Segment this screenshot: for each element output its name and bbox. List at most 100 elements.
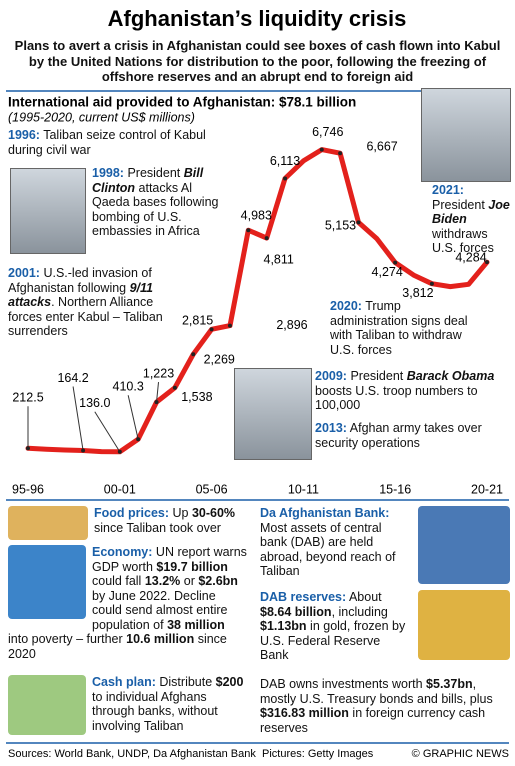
x-tick-label: 00-01 [104, 482, 136, 496]
x-tick-label: 95-96 [12, 482, 44, 496]
text-part: President [123, 166, 184, 180]
data-label: 2,896 [276, 318, 307, 332]
pictures: Pictures: Getty Images [262, 748, 374, 760]
panel: DAB reserves: About $8.64 billion, inclu… [260, 590, 510, 663]
text-part: in foreign currency cash reserves [260, 706, 486, 735]
data-label: 4,284 [455, 250, 486, 264]
title: Afghanistan’s liquidity crisis [108, 6, 407, 31]
panel: Da Afghanistan Bank: Most assets of cent… [260, 506, 510, 586]
data-label: 1,538 [181, 390, 212, 404]
annotation: 2001: U.S.-led invasion of Afghanistan f… [8, 266, 173, 339]
text-part: by June 2022. Decline could send almost … [92, 588, 228, 632]
data-line [25, 147, 490, 455]
data-label: 212.5 [12, 391, 43, 405]
data-label: 4,274 [372, 265, 403, 279]
text-part: $316.83 million [260, 706, 349, 720]
text-part: 10.6 million [126, 632, 195, 646]
text-part: Afghan army takes over security operatio… [315, 421, 482, 450]
data-label: 2,269 [204, 353, 235, 367]
chart-subtitle: (1995-2020, current US$ millions) [8, 110, 195, 124]
data-label: 164.2 [57, 371, 88, 385]
text-part: , including [331, 604, 388, 619]
data-point [172, 385, 177, 390]
panel: DAB owns investments worth $5.37bn, most… [260, 677, 510, 735]
x-tick-label: 05-06 [196, 482, 228, 496]
panel: Cash plan: Distribute $200 to individual… [8, 675, 248, 737]
text-part: Trump administration signs deal with Tal… [330, 299, 468, 357]
data-label: 410.3 [113, 380, 144, 394]
data-point [191, 352, 196, 357]
data-label: 6,113 [270, 154, 300, 168]
lead: 2021: [432, 183, 464, 197]
data-point [283, 176, 288, 181]
lead: Food prices: [94, 506, 170, 520]
text-part: U.S.-led invasion of Afghanistan followi… [8, 266, 152, 295]
lead: Da Afghanistan Bank: [260, 506, 390, 520]
data-point [154, 400, 159, 405]
text-part: $1.13bn [260, 619, 307, 633]
text-part: Up [169, 506, 192, 520]
text-part: About [346, 590, 382, 604]
data-point [393, 260, 398, 265]
text-part: 30-60% [191, 506, 236, 520]
text-part: Taliban seize control of Kabul during ci… [8, 128, 206, 157]
photo-biden [421, 88, 511, 182]
lead: Cash plan: [92, 675, 156, 689]
data-point [319, 147, 324, 152]
data-point [264, 236, 269, 241]
x-tick-label: 20-21 [471, 482, 503, 496]
panel: Food prices: Up 30-60% since Taliban too… [8, 506, 248, 542]
text-part: to individual Afghans through banks, wit… [92, 689, 218, 733]
data-point [227, 323, 232, 328]
leader-line [72, 386, 84, 451]
text-part: Most assets of central bank (DAB) are he… [260, 520, 396, 579]
icon [418, 506, 510, 584]
annotation: 1998: President Bill Clinton attacks Al … [92, 166, 232, 239]
lead: DAB reserves: [260, 590, 347, 604]
annotation: 2020: Trump administration signs deal wi… [330, 299, 480, 357]
text-part: withdraws U.S. forces [432, 226, 494, 256]
data-label: 136.0 [79, 396, 110, 410]
icon [418, 590, 510, 660]
annotation: 2021: President Joe Biden withdraws U.S.… [432, 183, 514, 256]
text-part: since Taliban took over [94, 520, 221, 535]
data-point [485, 260, 489, 265]
lead: 1996: [8, 128, 40, 142]
panel: Economy: UN report warns GDP worth $19.7… [8, 545, 248, 661]
text-part: 13.2% [144, 574, 181, 588]
annotation: 2013: Afghan army takes over security op… [315, 421, 505, 450]
data-label: 2,815 [182, 314, 213, 328]
data-label: 5,153 [325, 219, 356, 233]
data-label: 4,983 [241, 209, 272, 223]
data-point [209, 327, 214, 332]
data-point [136, 437, 141, 442]
annotation: 2009: President Barack Obama boosts U.S.… [315, 369, 505, 413]
text-part: in gold, frozen by U.S. Federal Reserve … [260, 619, 406, 662]
text-part: UN report warns GDP worth [92, 545, 247, 574]
leader-line [94, 411, 121, 453]
leader-line [127, 395, 139, 440]
icon [8, 675, 86, 735]
text-part: $5.37bn [426, 677, 473, 691]
icon [8, 506, 88, 540]
text-part: could fall [92, 574, 145, 588]
text-part: 38 million [167, 617, 225, 632]
text-part: Barack Obama [406, 369, 495, 383]
text-part: boosts U.S. troop numbers to 100,000 [315, 383, 478, 413]
data-point [338, 151, 343, 156]
text-part: , mostly U.S. Treasury bonds and bills, … [260, 677, 493, 706]
data-point [246, 228, 251, 233]
text-part: DAB owns investments worth [260, 677, 427, 691]
sources: Sources: World Bank, UNDP, Da Afghanista… [8, 748, 256, 760]
text-part: attacks Al Qaeda bases following bombing… [92, 180, 219, 239]
lead: 2020: [330, 299, 362, 313]
data-label: 6,667 [366, 140, 397, 154]
lead: 2001: [8, 266, 40, 280]
text-part: . Northern Alliance forces enter Kabul –… [8, 295, 163, 338]
subtitle: Plans to avert a crisis in Afghanistan c… [14, 38, 501, 84]
x-tick-label: 10-11 [288, 482, 319, 496]
data-point [26, 446, 30, 451]
data-label: 6,746 [312, 125, 343, 139]
icon [8, 545, 86, 619]
photo-obama [234, 368, 312, 460]
